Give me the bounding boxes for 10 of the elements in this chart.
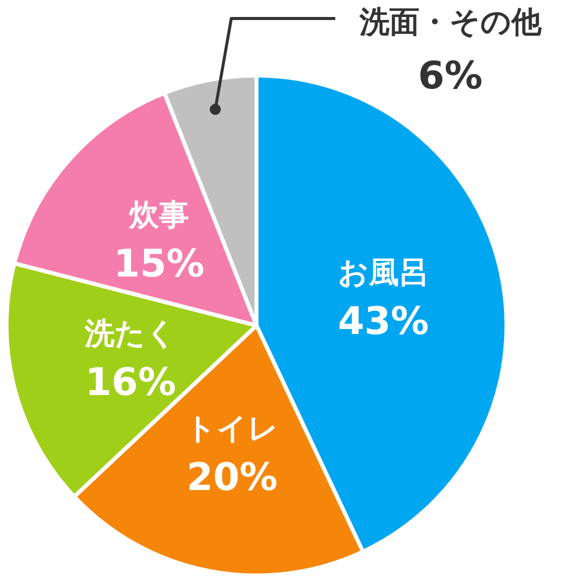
data-label: 43% bbox=[338, 299, 429, 344]
data-label: 16% bbox=[85, 360, 176, 404]
slice-label: トイレ bbox=[186, 412, 279, 447]
data-label: 20% bbox=[186, 455, 278, 500]
data-label: 15% bbox=[114, 242, 204, 286]
slice-label: 洗たく bbox=[84, 316, 177, 352]
slice-label: 炊事 bbox=[128, 198, 189, 234]
slice-label: お風呂 bbox=[338, 256, 429, 291]
data-label: 6% bbox=[418, 54, 483, 98]
slice-label: 洗面・その他 bbox=[358, 5, 542, 40]
